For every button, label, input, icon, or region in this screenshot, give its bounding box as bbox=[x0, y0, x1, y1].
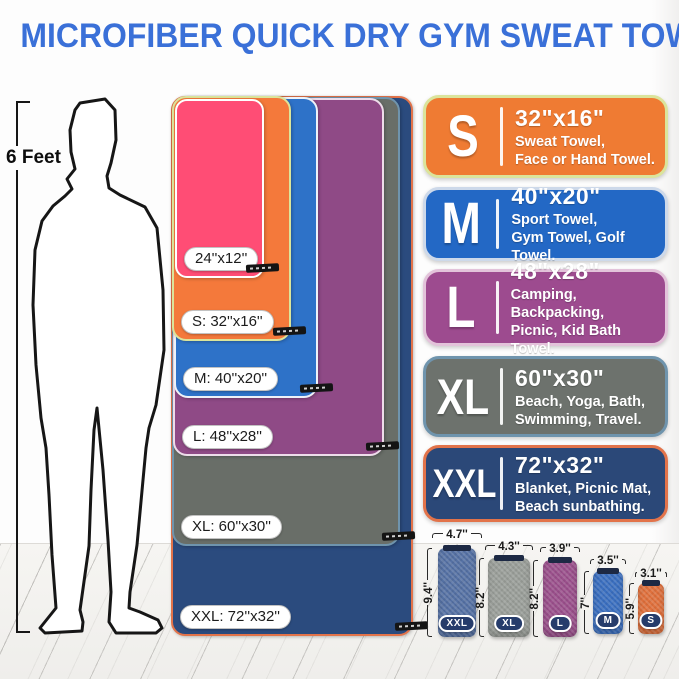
brand-tag-icon bbox=[365, 441, 400, 451]
size-use-line: Blanket, Picnic Mat, bbox=[515, 480, 652, 497]
ruler-tick-top bbox=[16, 101, 30, 103]
size-use-line: Swimming, Travel. bbox=[515, 411, 642, 428]
size-dimensions: 72"x32" bbox=[515, 452, 605, 478]
card-divider bbox=[496, 199, 500, 249]
height-dimension-l: 8.2'' bbox=[529, 560, 541, 637]
size-dimensions: 32"x16" bbox=[515, 105, 605, 131]
size-use-line: Gym Towel, Golf Towel. bbox=[511, 230, 625, 265]
human-silhouette bbox=[31, 97, 166, 635]
size-use-line: Sport Towel, bbox=[511, 212, 598, 229]
height-dimension-xl: 8.2'' bbox=[475, 558, 487, 637]
towel-size-label: XL: 60''x30'' bbox=[181, 515, 283, 539]
folded-size-badge: S bbox=[639, 612, 663, 629]
folded-towel-l: L bbox=[543, 557, 577, 637]
ruler-tick-bottom bbox=[16, 631, 30, 633]
width-dimension-l: 3.9'' bbox=[540, 543, 580, 555]
height-dimension-m: 7'' bbox=[580, 571, 592, 634]
brand-tag-icon bbox=[272, 326, 307, 336]
size-use-line: Camping, Backpacking, bbox=[510, 286, 605, 321]
hang-strap bbox=[493, 555, 525, 561]
width-dimension-xl: 4.3'' bbox=[485, 541, 533, 553]
size-card-m: M 40"x20" Sport Towel, Gym Towel, Golf T… bbox=[423, 183, 668, 264]
size-dimensions: 40"x20" bbox=[511, 183, 601, 210]
page-title: MICROFIBER QUICK DRY GYM SWEAT TOWEL bbox=[20, 17, 679, 55]
size-card-l: L 48"x28" Camping, Backpacking, Picnic, … bbox=[423, 258, 668, 357]
folded-towel-xxl: XXL bbox=[438, 545, 476, 637]
folded-size-badge: XL bbox=[494, 615, 524, 632]
size-letter: S bbox=[447, 103, 479, 169]
size-dimensions: 60"x30" bbox=[515, 365, 605, 391]
size-use-line: Sweat Towel, bbox=[515, 133, 605, 150]
size-dimensions: 48"x28" bbox=[510, 257, 600, 284]
size-use-line: Face or Hand Towel. bbox=[515, 151, 655, 168]
height-dimension-xxl: 9.4'' bbox=[423, 548, 435, 637]
width-dimension-m: 3.5'' bbox=[590, 555, 626, 567]
size-letter: XXL bbox=[432, 461, 497, 506]
folded-size-badge: M bbox=[595, 612, 621, 629]
brand-tag-icon bbox=[299, 383, 334, 393]
towel-24x12: 24''x12'' bbox=[175, 99, 280, 278]
folded-towel-m: M bbox=[593, 568, 623, 634]
towel-size-label: M: 40''x20'' bbox=[183, 367, 279, 391]
size-letter: M bbox=[441, 191, 482, 256]
card-divider bbox=[500, 457, 503, 510]
folded-size-badge: XXL bbox=[438, 615, 476, 632]
height-ruler-line bbox=[16, 101, 18, 633]
hang-strap bbox=[547, 557, 573, 563]
size-card-xxl: XXL 72"x32" Blanket, Picnic Mat, Beach s… bbox=[423, 445, 668, 522]
towel-size-label: S: 32''x16'' bbox=[181, 310, 274, 334]
size-use-line: Beach sunbathing. bbox=[515, 498, 645, 515]
brand-tag-icon bbox=[381, 531, 416, 541]
size-letter: L bbox=[446, 274, 476, 340]
size-use-line: Beach, Yoga, Bath, bbox=[515, 393, 645, 410]
brand-tag-icon bbox=[245, 263, 280, 273]
size-use-line: Picnic, Kid Bath Towel. bbox=[510, 322, 622, 357]
size-letter: XL bbox=[436, 368, 490, 425]
card-divider bbox=[500, 107, 503, 166]
hang-strap bbox=[443, 545, 471, 551]
height-dimension-s: 5.9'' bbox=[625, 583, 637, 634]
hang-strap bbox=[641, 580, 661, 586]
folded-towel-xl: XL bbox=[488, 555, 530, 637]
folded-towel-s: S bbox=[638, 580, 664, 634]
width-dimension-s: 3.1'' bbox=[635, 568, 667, 580]
height-ruler-label: 6 Feet bbox=[4, 146, 63, 170]
folded-size-badge: L bbox=[548, 615, 572, 632]
towel-size-label: XXL: 72''x32'' bbox=[180, 605, 292, 629]
towel-size-label: L: 48''x28'' bbox=[182, 425, 274, 449]
width-dimension-xxl: 4.7'' bbox=[432, 529, 482, 541]
hang-strap bbox=[597, 568, 619, 574]
card-divider bbox=[495, 281, 499, 334]
size-card-xl: XL 60"x30" Beach, Yoga, Bath, Swimming, … bbox=[423, 356, 668, 437]
card-divider bbox=[500, 368, 503, 425]
size-card-s: S 32"x16" Sweat Towel, Face or Hand Towe… bbox=[423, 95, 668, 178]
